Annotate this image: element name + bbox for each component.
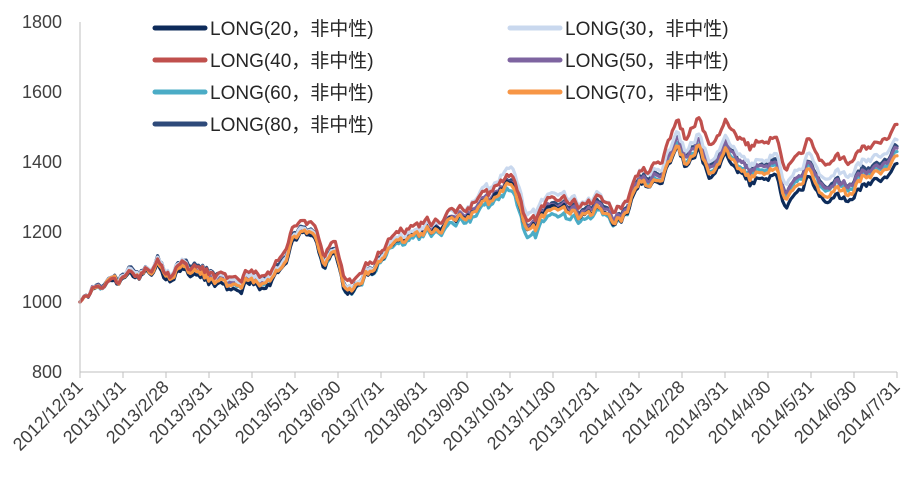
legend: LONG(20，非中性) LONG(30，非中性) LONG(40，非中性) LONG… [152,18,729,136]
y-tick-label: 1000 [22,292,62,312]
legend-label-4: LONG(50，非中性) [565,50,729,72]
legend-label-5: LONG(60，非中性) [210,82,374,104]
legend-label-6: LONG(70，非中性) [565,82,729,104]
series-layer [78,116,899,304]
y-tick-label: 1400 [22,152,62,172]
y-tick-label: 800 [32,362,62,382]
y-tick-label: 1800 [22,12,62,32]
legend-label-3: LONG(40，非中性) [210,50,374,72]
series-line-3 [78,116,899,304]
legend-label-7: LONG(80，非中性) [210,114,374,136]
axis-layer: 800100012001400160018002012/12/312013/1/… [9,12,904,455]
series-line-6 [78,143,899,304]
y-tick-label: 1200 [22,222,62,242]
legend-label-1: LONG(20，非中性) [210,18,374,40]
y-tick-label: 1600 [22,82,62,102]
legend-label-2: LONG(30，非中性) [565,18,729,40]
